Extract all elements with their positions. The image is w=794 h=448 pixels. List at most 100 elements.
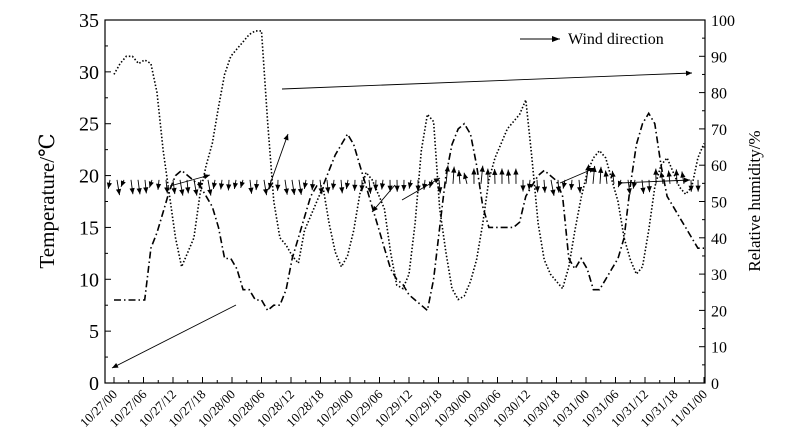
wind-arrow-head bbox=[577, 186, 583, 194]
y2-tick-label: 10 bbox=[711, 340, 727, 357]
wind-arrow-head bbox=[330, 183, 337, 190]
wind-arrow-head bbox=[156, 183, 162, 190]
wind-arrow-head bbox=[653, 168, 659, 175]
wind-arrow-head bbox=[379, 183, 386, 190]
y2-tick-label: 100 bbox=[711, 13, 735, 30]
wind-arrow-head bbox=[499, 168, 505, 175]
wind-arrow-head bbox=[193, 189, 199, 196]
y-tick-label: 15 bbox=[79, 217, 99, 239]
wind-arrow-head bbox=[505, 169, 512, 176]
wind-arrow-head bbox=[148, 181, 154, 188]
y-tick-label: 30 bbox=[79, 62, 99, 84]
y2-tick-label: 40 bbox=[711, 231, 727, 248]
wind-arrow-head bbox=[254, 183, 260, 191]
y2-tick-label: 80 bbox=[711, 86, 727, 103]
wind-arrow-head bbox=[297, 188, 303, 195]
wind-arrow-head bbox=[640, 187, 646, 194]
wind-arrow-head bbox=[129, 187, 135, 195]
wind-arrow-head bbox=[248, 187, 254, 194]
wind-arrow bbox=[401, 177, 441, 201]
y-tick-label: 5 bbox=[89, 321, 99, 343]
wind-arrow-head bbox=[283, 188, 289, 195]
wind-arrow-head bbox=[387, 185, 393, 192]
wind-arrow-head bbox=[136, 187, 142, 195]
wind-arrow-head bbox=[120, 180, 126, 187]
wind-arrow-head bbox=[534, 186, 540, 193]
wind-arrow-head bbox=[680, 171, 686, 178]
wind-arrow-head bbox=[310, 183, 316, 191]
wind-arrow-head bbox=[262, 188, 269, 196]
wind-arrow-head bbox=[325, 187, 331, 194]
wind-arrow-head bbox=[143, 187, 149, 194]
y-tick-label: 20 bbox=[79, 166, 99, 188]
wind-arrow-long bbox=[281, 72, 693, 90]
wind-arrow-head bbox=[527, 183, 533, 190]
wind-arrow-head bbox=[646, 186, 652, 193]
wind-arrow-head bbox=[367, 187, 373, 194]
wind-arrow-head bbox=[211, 182, 217, 189]
wind-arrow-head bbox=[603, 170, 609, 177]
wind-arrow-head bbox=[485, 168, 491, 175]
wind-arrow-head bbox=[444, 165, 450, 172]
wind-arrow-head bbox=[626, 188, 632, 195]
wind-arrow-head bbox=[591, 165, 597, 173]
wind-arrow-head bbox=[456, 170, 462, 177]
wind-arrow-head bbox=[569, 183, 575, 191]
series-layer bbox=[113, 30, 705, 312]
y2-tick-label: 60 bbox=[711, 158, 727, 175]
wind-arrow bbox=[559, 167, 596, 184]
wind-arrow-head bbox=[401, 184, 407, 192]
wind-arrow-head bbox=[415, 185, 421, 192]
y-axis-label: Temperature/℃ bbox=[35, 133, 59, 268]
y2-tick-label: 0 bbox=[711, 376, 719, 393]
wind-arrow-head bbox=[407, 182, 413, 189]
tick-labels: 05101520253035010203040506070809010010/2… bbox=[77, 10, 735, 430]
wind-arrow bbox=[267, 133, 289, 191]
plot-frame bbox=[104, 19, 706, 384]
wind-arrow-head bbox=[659, 171, 665, 178]
temperature-series-line bbox=[114, 111, 704, 312]
wind-arrow-head bbox=[617, 180, 623, 188]
wind-arrow bbox=[619, 179, 691, 184]
y-tick-label: 10 bbox=[79, 269, 99, 291]
wind-vectors bbox=[106, 70, 701, 369]
legend-label: Wind direction bbox=[568, 31, 664, 48]
wind-arrow-head bbox=[695, 185, 701, 192]
wind-arrow-head bbox=[171, 187, 177, 195]
wind-arrow-head bbox=[555, 186, 562, 193]
y2-axis-label: Relative humidity/% bbox=[745, 130, 764, 271]
wind-arrow-head bbox=[492, 168, 498, 176]
wind-arrow-head bbox=[179, 189, 185, 196]
wind-arrow-head bbox=[275, 184, 281, 191]
wind-arrow-head bbox=[283, 134, 289, 141]
wind-arrow-head bbox=[112, 362, 119, 368]
wind-arrow-head bbox=[207, 189, 213, 196]
wind-arrow-head bbox=[352, 184, 358, 191]
y2-tick-label: 30 bbox=[711, 267, 727, 284]
wind-arrow-head bbox=[561, 182, 567, 189]
wind-arrow-head bbox=[339, 187, 345, 194]
wind-arrow-head bbox=[115, 188, 122, 196]
wind-arrow-head bbox=[513, 168, 519, 175]
wind-arrow-head bbox=[685, 70, 692, 76]
wind-arrow-head bbox=[666, 170, 672, 177]
wind-arrow-head bbox=[428, 181, 434, 188]
wind-arrow-head bbox=[479, 165, 485, 172]
wind-arrow-head bbox=[610, 170, 616, 178]
wind-arrow-head bbox=[226, 184, 232, 191]
wind-arrow bbox=[169, 174, 211, 187]
wind-arrow-head bbox=[688, 185, 694, 192]
legend-arrowhead bbox=[552, 36, 560, 42]
y-tick-label: 0 bbox=[89, 373, 99, 395]
legend: Wind direction bbox=[520, 31, 664, 48]
wind-arrow-head bbox=[290, 188, 297, 195]
wind-arrow-head bbox=[239, 181, 245, 188]
axes bbox=[104, 19, 706, 384]
wind-arrow-head bbox=[437, 187, 443, 194]
wind-arrow-head bbox=[433, 178, 440, 184]
wind-arrow-head bbox=[197, 182, 203, 189]
wind-arrow-head bbox=[674, 169, 680, 176]
wind-arrow-head bbox=[394, 185, 400, 192]
wind-arrow-head bbox=[520, 185, 526, 192]
